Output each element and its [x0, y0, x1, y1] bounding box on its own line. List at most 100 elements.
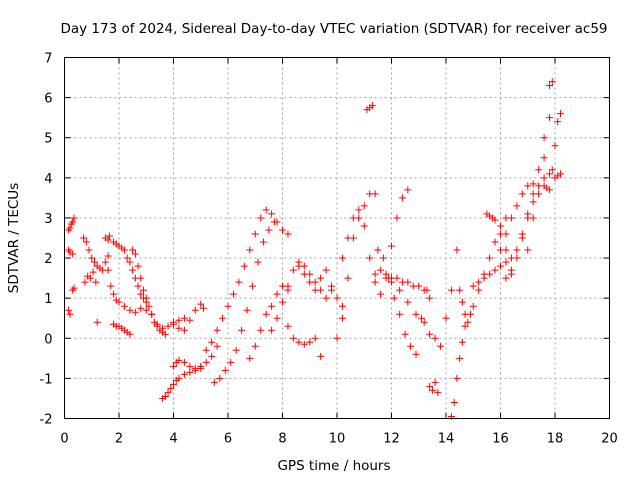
data-point — [137, 304, 145, 312]
data-point — [420, 286, 428, 294]
data-point — [393, 214, 401, 222]
data-point — [65, 306, 73, 314]
data-point — [262, 310, 270, 318]
data-point — [437, 342, 445, 350]
data-point — [69, 250, 77, 258]
data-point — [268, 326, 276, 334]
data-point — [300, 340, 308, 348]
data-point — [126, 258, 134, 266]
series-arc-d — [80, 234, 112, 274]
data-point — [161, 330, 169, 338]
data-point — [475, 278, 483, 286]
data-point — [153, 322, 161, 330]
data-point — [461, 322, 469, 330]
y-tick-label: -1 — [40, 372, 53, 387]
series-arc-ab — [431, 246, 461, 350]
data-point — [208, 352, 216, 360]
data-point — [464, 318, 472, 326]
data-point — [115, 298, 123, 306]
data-point — [428, 386, 436, 394]
data-point — [393, 274, 401, 282]
data-point — [110, 290, 118, 298]
series-arc-s — [284, 322, 325, 360]
data-point — [311, 286, 319, 294]
x-tick-label: 4 — [169, 432, 177, 447]
data-point — [92, 278, 100, 286]
data-point — [368, 102, 376, 110]
y-tick-label: -2 — [40, 413, 53, 428]
data-point — [249, 282, 257, 290]
axis-ticks — [64, 57, 610, 419]
data-point — [101, 258, 109, 266]
data-point — [69, 218, 77, 226]
x-tick-label: 8 — [278, 432, 286, 447]
data-point — [458, 338, 466, 346]
data-point — [377, 290, 385, 298]
data-point — [529, 198, 537, 206]
data-point — [137, 274, 145, 282]
data-point — [529, 214, 537, 222]
data-point — [524, 182, 532, 190]
series-arc-ag — [497, 180, 537, 254]
data-point — [186, 362, 194, 370]
data-point — [322, 266, 330, 274]
data-point — [129, 266, 137, 274]
data-point — [431, 334, 439, 342]
data-point — [284, 282, 292, 290]
series-arc-n — [170, 356, 205, 372]
data-point — [497, 262, 504, 270]
data-point — [404, 278, 412, 286]
data-point — [216, 374, 224, 382]
series-arc-k — [129, 246, 169, 338]
data-point — [453, 374, 461, 382]
data-point — [388, 242, 395, 250]
series-arc-f — [93, 318, 101, 326]
y-tick-label: 1 — [44, 292, 52, 307]
y-axis-tick-labels: -2 -1 0 1 2 3 4 5 6 7 — [40, 52, 53, 428]
data-point — [355, 206, 363, 214]
data-point — [221, 366, 229, 374]
data-point — [197, 362, 205, 370]
data-point — [161, 392, 169, 400]
data-point — [104, 236, 112, 244]
data-point — [167, 384, 175, 392]
series-arc-l — [170, 300, 207, 334]
data-point — [175, 374, 183, 382]
data-point — [142, 294, 150, 302]
data-point — [360, 202, 368, 210]
series-arc-p — [210, 218, 278, 386]
data-point — [390, 294, 398, 302]
series-arc-a — [65, 214, 78, 234]
data-point — [480, 274, 488, 282]
data-point — [317, 352, 325, 360]
data-point — [104, 266, 112, 274]
series-arc-ak — [551, 170, 564, 182]
data-point — [257, 214, 265, 222]
data-point — [191, 364, 199, 372]
data-point — [273, 290, 281, 298]
data-point — [426, 330, 434, 338]
data-point — [227, 358, 235, 366]
series-arc-c — [65, 284, 78, 318]
data-point — [80, 234, 88, 242]
data-point — [556, 170, 564, 178]
series-arc-e — [81, 268, 100, 286]
data-point — [540, 134, 548, 142]
y-tick-label: 7 — [44, 52, 52, 67]
x-tick-label: 10 — [329, 432, 346, 447]
data-point — [491, 216, 499, 224]
data-point — [306, 278, 314, 286]
data-point — [145, 302, 153, 310]
data-point — [254, 258, 262, 266]
data-point — [175, 356, 183, 364]
series-arc-z — [388, 278, 434, 338]
data-point — [259, 238, 267, 246]
x-axis-label: GPS time / hours — [277, 458, 390, 474]
data-point — [170, 380, 177, 388]
data-point — [404, 186, 412, 194]
data-point — [518, 190, 526, 198]
data-point — [202, 358, 210, 366]
series-arc-u — [333, 186, 412, 342]
data-point — [540, 174, 548, 182]
